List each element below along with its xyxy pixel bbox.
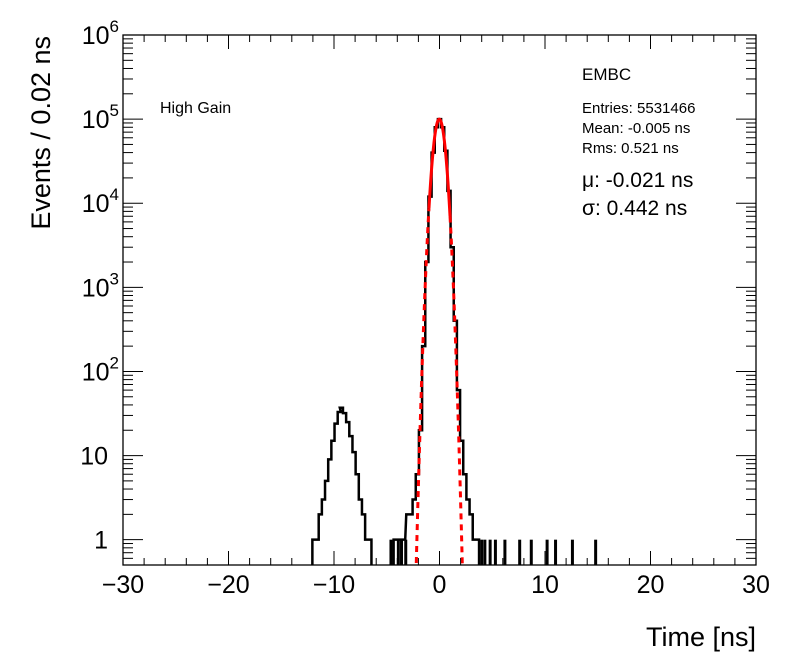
histogram-bin: [488, 539, 492, 565]
fit-sigma: σ: 0.442 ns: [582, 197, 687, 220]
x-tick-label: 20: [637, 571, 665, 599]
histogram-bin: [493, 539, 497, 565]
fit-mu: μ: -0.021 ns: [582, 169, 693, 192]
x-tick-label: 30: [742, 571, 770, 599]
histogram-bin: [400, 539, 404, 565]
histogram-bin: [570, 539, 574, 565]
axis-ticks: [122, 34, 757, 566]
histogram-bin: [518, 539, 522, 565]
y-tick-label: 105: [82, 101, 119, 134]
x-tick-label: −30: [102, 571, 144, 599]
histogram-bin: [396, 539, 400, 565]
histogram-bin: [554, 539, 558, 565]
stat-mean: Mean: -0.005 ns: [582, 120, 690, 137]
y-axis-label: Events / 0.02 ns: [26, 36, 56, 230]
x-tick-label: −10: [313, 571, 355, 599]
stat-entries: Entries: 5531466: [582, 100, 695, 117]
y-tick-label: 103: [82, 269, 119, 302]
x-tick-label: 10: [531, 571, 559, 599]
x-axis-label: Time [ns]: [646, 622, 756, 652]
stat-rms: Rms: 0.521 ns: [582, 140, 679, 157]
x-tick-labels: −30 −20 −10 0 10 20 30: [102, 571, 770, 599]
histogram-bin: [545, 539, 549, 565]
y-tick-label: 104: [82, 185, 119, 218]
fit-curve-dashed-right: [448, 216, 464, 567]
y-tick-label: 1: [94, 527, 108, 555]
y-tick-label: 10: [80, 443, 108, 471]
histogram-bin: [594, 539, 598, 565]
detector-label: EMBC: [582, 65, 631, 84]
histogram-bin: [404, 539, 408, 565]
y-tick-labels: 1 10 102 103 104 105 106: [80, 17, 119, 555]
fit-curve-solid: [427, 117, 452, 217]
histogram-bin: [483, 539, 487, 565]
histogram-bin: [480, 539, 484, 565]
gain-label: High Gain: [160, 100, 231, 117]
y-tick-label: 102: [82, 353, 119, 386]
x-tick-label: −20: [207, 571, 249, 599]
histogram-bin: [529, 539, 533, 565]
histogram-bin: [389, 539, 393, 565]
y-tick-label: 106: [82, 17, 119, 50]
histogram-bin: [503, 539, 507, 565]
fit-curve-dashed-left: [414, 208, 431, 564]
x-tick-label: 0: [433, 571, 447, 599]
plot-content: [311, 117, 598, 567]
